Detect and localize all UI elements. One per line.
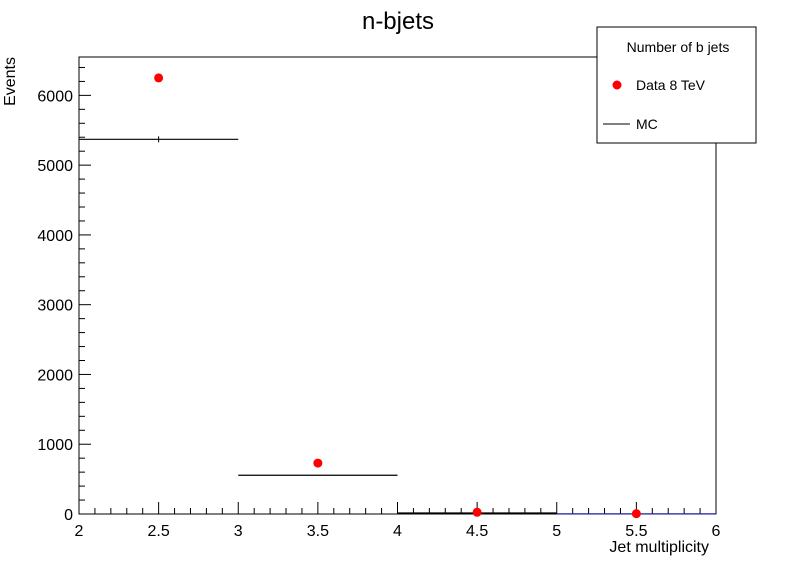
y-axis: 0 1000 2000 3000 4000 5000 6000: [37, 66, 91, 524]
x-tick-label: 5: [552, 523, 561, 540]
legend-data-marker: [612, 80, 622, 90]
data-point: [472, 507, 482, 517]
data-points: [154, 73, 641, 519]
y-axis-label: Events: [2, 57, 19, 106]
y-tick-label: 1000: [37, 437, 73, 454]
x-tick-label: 6: [712, 523, 721, 540]
legend-title: Number of b jets: [627, 39, 730, 55]
x-tick-label: 3: [234, 523, 243, 540]
data-point: [313, 458, 323, 468]
x-tick-label: 4: [393, 523, 402, 540]
mc-histogram: [79, 136, 716, 515]
x-tick-label: 5.5: [625, 523, 647, 540]
x-tick-label: 2.5: [148, 523, 170, 540]
x-tick-label: 3.5: [307, 523, 329, 540]
x-axis-label: Jet multiplicity: [609, 539, 709, 556]
y-tick-label: 5000: [37, 158, 73, 175]
y-tick-label: 2000: [37, 367, 73, 384]
data-point: [631, 509, 641, 519]
chart-title: n-bjets: [362, 8, 434, 35]
x-tick-label: 2: [75, 523, 84, 540]
legend-entry-data: Data 8 TeV: [636, 77, 706, 93]
x-tick-label: 4.5: [466, 523, 488, 540]
legend-entry-mc: MC: [636, 116, 658, 132]
y-tick-label: 3000: [37, 298, 73, 315]
data-point: [154, 73, 164, 83]
y-tick-label: 6000: [37, 88, 73, 105]
y-tick-label: 0: [64, 507, 73, 524]
y-tick-label: 4000: [37, 228, 73, 245]
x-axis: 2 2.5 3 3.5 4 4.5 5 5.5 6: [75, 502, 721, 540]
legend: Number of b jets Data 8 TeV MC: [596, 26, 757, 144]
